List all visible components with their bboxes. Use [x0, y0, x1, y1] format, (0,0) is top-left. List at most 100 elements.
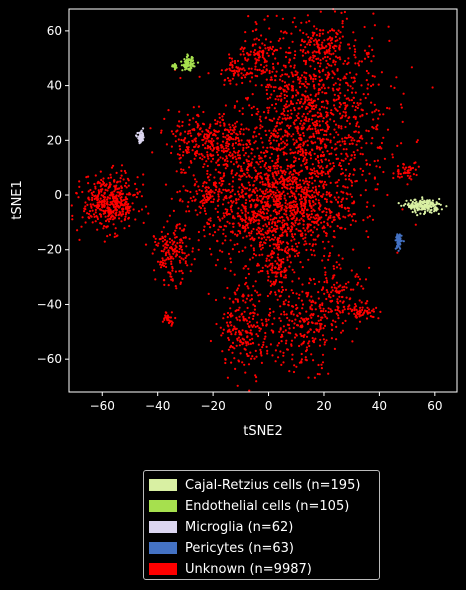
data-point: [267, 180, 270, 183]
data-point: [229, 307, 232, 310]
data-point: [171, 278, 174, 281]
data-point: [232, 301, 235, 304]
data-point: [299, 332, 302, 336]
data-point: [261, 346, 264, 349]
data-point: [338, 87, 341, 90]
data-point: [299, 86, 302, 89]
data-point: [282, 310, 286, 313]
data-point: [329, 200, 332, 203]
data-point: [360, 84, 363, 87]
data-point: [228, 123, 231, 126]
data-point: [308, 242, 311, 246]
data-point: [274, 98, 277, 101]
data-point: [164, 314, 167, 317]
data-point: [284, 270, 287, 273]
data-point: [235, 158, 238, 161]
data-point: [309, 65, 312, 68]
data-point: [115, 181, 119, 184]
data-point: [279, 75, 282, 78]
data-point: [248, 234, 251, 237]
data-point: [289, 109, 292, 112]
data-point: [314, 202, 317, 205]
data-point: [349, 85, 352, 88]
data-point: [327, 295, 331, 298]
data-point: [314, 188, 318, 191]
data-point: [354, 91, 357, 94]
data-point: [286, 217, 289, 220]
data-point: [233, 150, 236, 153]
data-point: [350, 91, 354, 94]
data-point: [263, 163, 266, 166]
data-point: [266, 294, 269, 298]
data-point: [294, 242, 297, 245]
data-point: [321, 45, 324, 48]
data-point: [285, 213, 288, 216]
data-point: [212, 146, 215, 150]
data-point: [210, 160, 213, 163]
data-point: [372, 55, 375, 58]
data-point: [207, 146, 210, 149]
data-point: [191, 59, 195, 62]
data-point: [337, 306, 340, 310]
data-point: [202, 165, 205, 169]
data-point: [313, 172, 317, 175]
data-point: [190, 67, 193, 70]
data-point: [321, 41, 324, 44]
data-point: [312, 278, 315, 281]
data-point: [311, 122, 314, 125]
data-point: [347, 281, 350, 284]
data-point: [261, 269, 264, 273]
data-point: [367, 235, 370, 239]
data-point: [247, 155, 250, 158]
data-point: [245, 146, 248, 149]
data-point: [251, 72, 254, 75]
data-point: [392, 176, 395, 180]
data-point: [356, 140, 359, 143]
data-point: [326, 222, 329, 225]
data-point: [106, 198, 109, 201]
data-point: [214, 207, 217, 210]
x-tick-label: 0: [265, 399, 273, 413]
data-point: [261, 253, 264, 256]
data-point: [261, 205, 265, 208]
data-point: [334, 82, 337, 85]
data-point: [294, 318, 297, 321]
data-point: [321, 302, 324, 305]
data-point: [295, 94, 298, 97]
data-point: [217, 130, 220, 133]
data-point: [247, 128, 250, 131]
data-point: [244, 40, 247, 43]
data-point: [231, 314, 234, 317]
data-point: [352, 248, 355, 251]
data-point: [277, 172, 280, 175]
data-point: [229, 82, 232, 85]
data-point: [278, 330, 281, 333]
data-point: [256, 264, 259, 267]
data-point: [265, 85, 268, 88]
data-point: [106, 225, 109, 228]
data-point: [243, 230, 246, 233]
data-point: [357, 104, 360, 107]
data-point: [358, 310, 361, 313]
data-point: [311, 194, 314, 197]
data-point: [335, 98, 338, 101]
data-point: [189, 270, 192, 273]
data-point: [329, 141, 332, 144]
data-point: [209, 193, 212, 196]
data-point: [300, 360, 303, 363]
data-point: [291, 320, 294, 323]
data-point: [367, 55, 370, 59]
data-point: [167, 109, 170, 112]
data-point: [368, 266, 371, 269]
data-point: [299, 211, 302, 214]
data-point: [244, 221, 247, 224]
data-point: [325, 297, 328, 301]
data-point: [270, 152, 273, 156]
data-point: [302, 134, 305, 137]
data-point: [262, 224, 265, 227]
data-point: [252, 183, 255, 187]
data-point: [340, 331, 343, 334]
data-point: [281, 288, 285, 292]
data-point: [126, 198, 129, 201]
data-point: [191, 149, 194, 152]
